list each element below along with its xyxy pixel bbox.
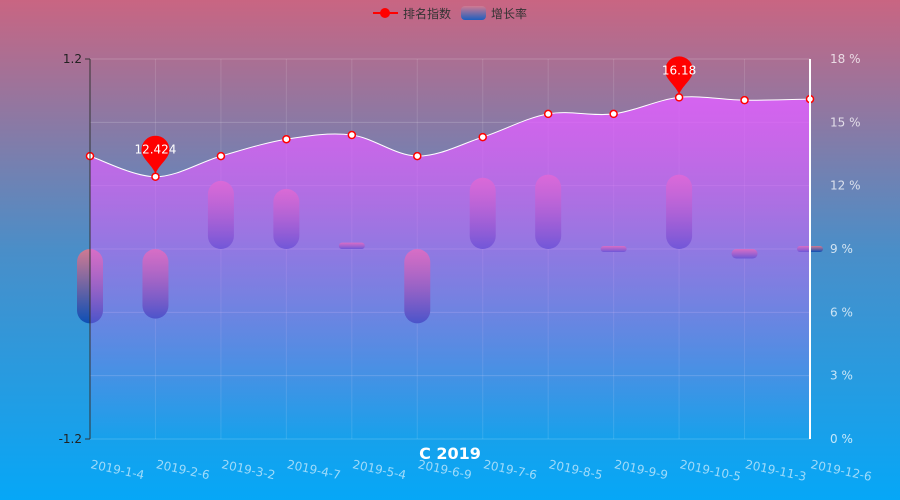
- line-path: [89, 96, 811, 178]
- line-point-2019-10-5: [674, 93, 684, 102]
- line-point-2019-6-9: [413, 151, 422, 161]
- markpoint-pin: [141, 135, 170, 174]
- right-tick-label: 18 %: [830, 52, 861, 66]
- legend-item-line[interactable]: 排名指数: [372, 5, 451, 22]
- markpoint-pin: [665, 56, 694, 95]
- right-tick-label: 6 %: [830, 305, 853, 319]
- line-point-2019-3-2: [216, 151, 226, 161]
- line-point-2019-11-3: [740, 95, 749, 105]
- legend-label-line: 排名指数: [402, 6, 451, 21]
- chart-title: C 2019: [419, 444, 481, 463]
- left-tick-label: 1.2: [63, 52, 82, 66]
- line-point-2019-4-7: [282, 134, 291, 144]
- markpoint-label: 16.18: [662, 63, 696, 77]
- line-series-swatch: [372, 6, 398, 20]
- bar-series-swatch: [461, 6, 486, 20]
- line-point-2019-2-6: [151, 172, 160, 181]
- line-point-2019-5-4: [347, 130, 357, 140]
- legend-label-bar: 增长率: [491, 6, 528, 21]
- right-tick-label: 12 %: [830, 179, 861, 193]
- right-tick-label: 15 %: [830, 115, 861, 129]
- markpoint-label: 12.424: [134, 143, 176, 157]
- left-tick-label: -1.2: [59, 432, 82, 446]
- legend-item-bar[interactable]: 增长率: [461, 5, 527, 22]
- line-point-2019-7-6: [478, 132, 487, 142]
- right-tick-label: 3 %: [830, 369, 853, 383]
- legend: 排名指数 增长率: [0, 4, 900, 22]
- right-tick-label: 9 %: [830, 242, 853, 256]
- right-tick-label: 0 %: [830, 432, 853, 446]
- line-point-2019-9-9: [609, 109, 618, 119]
- line-area: [90, 96, 810, 439]
- line-point-2019-8-5: [543, 109, 553, 119]
